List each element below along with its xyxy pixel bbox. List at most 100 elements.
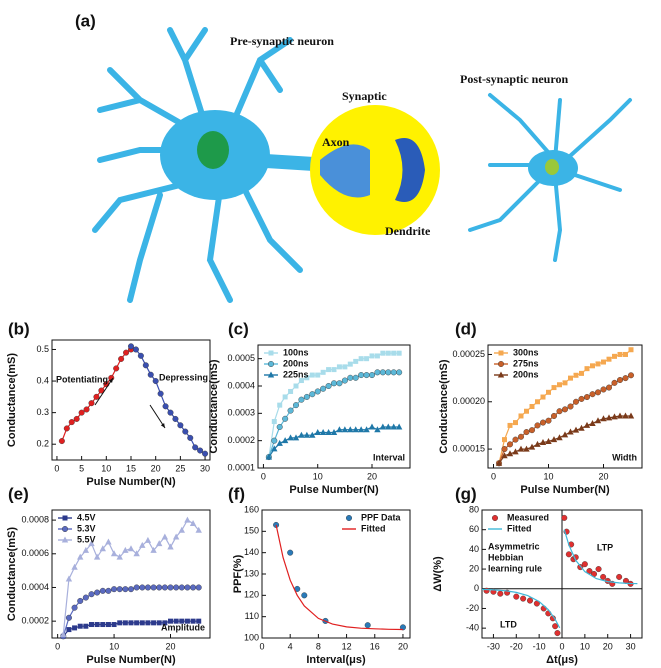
marker <box>374 369 381 376</box>
marker <box>374 426 381 433</box>
marker <box>177 422 184 429</box>
y-tick-label: 100 <box>244 632 259 642</box>
marker <box>277 402 283 408</box>
marker <box>282 394 288 400</box>
marker <box>281 437 289 444</box>
marker <box>567 403 574 410</box>
marker <box>111 586 118 593</box>
y-tick-label: 0.0002 <box>227 435 255 445</box>
y-tick-label: 0.4 <box>36 375 49 385</box>
marker <box>271 437 278 444</box>
marker <box>364 356 370 362</box>
marker <box>600 415 607 422</box>
marker <box>601 359 606 365</box>
marker <box>391 350 397 356</box>
marker <box>173 584 180 591</box>
marker <box>390 423 397 430</box>
marker <box>628 347 634 353</box>
marker <box>513 593 520 600</box>
marker <box>77 553 84 560</box>
marker <box>320 385 327 392</box>
legend-label: 5.5V <box>77 534 96 544</box>
y-tick-label: -40 <box>466 623 479 633</box>
marker <box>501 452 508 459</box>
marker <box>128 620 134 626</box>
marker <box>156 540 163 547</box>
marker <box>66 627 72 633</box>
x-tick-label: 0 <box>559 641 564 651</box>
series-line <box>275 524 404 631</box>
marker <box>172 533 180 540</box>
annotation: Hebbian <box>488 552 524 562</box>
marker <box>326 367 332 373</box>
marker <box>116 553 123 560</box>
marker <box>590 363 595 369</box>
marker <box>276 439 283 446</box>
x-tick-label: 30 <box>200 463 210 473</box>
marker <box>105 587 112 594</box>
marker <box>178 584 185 591</box>
marker <box>133 550 140 557</box>
marker <box>551 385 557 391</box>
y-tick-label: 0.2 <box>36 439 49 449</box>
marker <box>495 459 503 466</box>
marker <box>551 412 558 419</box>
marker <box>483 587 490 594</box>
marker <box>565 551 572 558</box>
marker <box>347 361 353 367</box>
y-tick-label: 0.0005 <box>227 353 255 363</box>
y-tick-label: 0.0004 <box>227 380 255 390</box>
pre-label: Pre-synaptic neuron <box>230 34 334 48</box>
marker <box>127 586 134 593</box>
marker <box>110 550 118 557</box>
marker <box>528 443 536 450</box>
marker <box>190 618 196 624</box>
marker <box>379 369 386 376</box>
annotation: Interval <box>373 452 405 462</box>
marker <box>162 620 168 626</box>
marker <box>83 623 89 629</box>
marker <box>330 428 338 435</box>
marker <box>268 350 274 356</box>
y-tick-label: 0.00020 <box>452 396 485 406</box>
marker <box>82 594 89 601</box>
marker <box>173 618 179 624</box>
marker <box>156 584 163 591</box>
marker <box>364 622 371 629</box>
marker <box>539 438 547 445</box>
marker <box>573 398 580 405</box>
legend-label: 100ns <box>283 347 309 357</box>
marker <box>512 448 519 455</box>
marker <box>535 399 540 405</box>
marker <box>502 437 507 443</box>
marker <box>578 424 585 431</box>
marker <box>513 420 518 426</box>
marker <box>83 406 90 413</box>
x-tick-label: 20 <box>603 641 613 651</box>
panel-label: (d) <box>455 319 477 338</box>
legend-label: PPF Data <box>361 512 402 522</box>
marker <box>595 566 602 573</box>
synapse-circle <box>310 105 440 235</box>
y-axis-label: ΔW(%) <box>432 556 444 592</box>
x-tick-label: 10 <box>580 641 590 651</box>
marker <box>396 350 402 356</box>
marker <box>271 419 277 425</box>
marker <box>192 444 199 451</box>
marker <box>507 422 513 428</box>
marker <box>314 428 321 435</box>
marker <box>584 394 591 401</box>
arrow <box>94 377 114 406</box>
x-tick-label: 15 <box>126 463 136 473</box>
marker <box>315 372 321 378</box>
marker <box>93 553 101 560</box>
marker <box>151 620 157 626</box>
marker <box>325 428 332 435</box>
x-tick-label: 12 <box>342 641 352 651</box>
marker <box>347 426 354 433</box>
marker <box>60 631 67 638</box>
marker <box>517 445 525 452</box>
marker <box>65 614 72 621</box>
marker <box>139 584 146 591</box>
marker <box>616 412 624 419</box>
